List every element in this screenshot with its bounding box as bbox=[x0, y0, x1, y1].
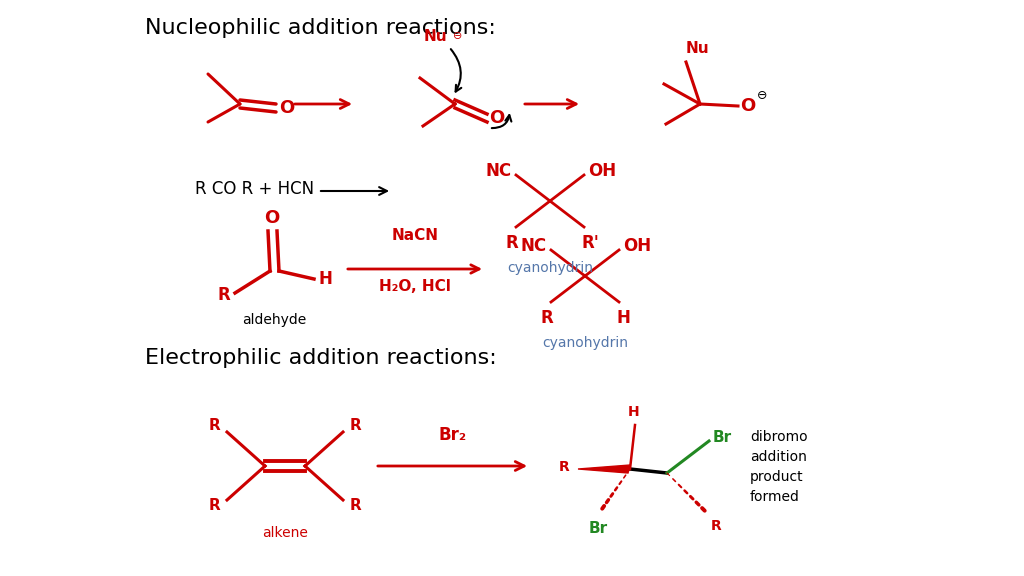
Text: Nu: Nu bbox=[423, 29, 447, 44]
Text: cyanohydrin: cyanohydrin bbox=[507, 261, 593, 275]
Text: R: R bbox=[711, 519, 722, 533]
Text: H: H bbox=[628, 405, 640, 419]
Text: R: R bbox=[350, 498, 361, 513]
Text: R: R bbox=[217, 286, 230, 304]
Text: cyanohydrin: cyanohydrin bbox=[542, 336, 628, 350]
Text: R': R' bbox=[581, 234, 599, 252]
Text: R: R bbox=[208, 498, 220, 513]
Text: Br: Br bbox=[589, 521, 607, 536]
Text: O: O bbox=[279, 99, 294, 117]
Polygon shape bbox=[578, 465, 630, 473]
Text: product: product bbox=[750, 470, 804, 484]
Text: NaCN: NaCN bbox=[391, 228, 438, 243]
Text: Nucleophilic addition reactions:: Nucleophilic addition reactions: bbox=[145, 18, 496, 38]
Text: R: R bbox=[559, 460, 570, 474]
Text: OH: OH bbox=[623, 237, 651, 255]
Text: NC: NC bbox=[485, 162, 512, 180]
Text: R: R bbox=[208, 419, 220, 434]
Text: Electrophilic addition reactions:: Electrophilic addition reactions: bbox=[145, 348, 497, 368]
Text: O: O bbox=[489, 109, 504, 127]
Text: H: H bbox=[616, 309, 630, 327]
Text: O: O bbox=[740, 97, 756, 115]
Text: ⊖: ⊖ bbox=[757, 89, 768, 101]
Text: ⊖: ⊖ bbox=[453, 31, 463, 41]
Text: R: R bbox=[541, 309, 553, 327]
Text: dibromo: dibromo bbox=[750, 430, 808, 444]
Text: OH: OH bbox=[588, 162, 616, 180]
Text: O: O bbox=[264, 209, 280, 227]
FancyArrowPatch shape bbox=[451, 49, 461, 92]
Text: addition: addition bbox=[750, 450, 807, 464]
Text: aldehyde: aldehyde bbox=[242, 313, 306, 327]
Text: Br: Br bbox=[713, 430, 732, 445]
Text: Br₂: Br₂ bbox=[438, 426, 467, 444]
Text: NC: NC bbox=[521, 237, 547, 255]
Text: formed: formed bbox=[750, 490, 800, 504]
Text: R CO R + HCN: R CO R + HCN bbox=[196, 180, 314, 198]
Text: alkene: alkene bbox=[262, 526, 308, 540]
Text: H₂O, HCl: H₂O, HCl bbox=[379, 279, 451, 294]
Text: R: R bbox=[506, 234, 518, 252]
Text: Nu: Nu bbox=[686, 41, 710, 56]
FancyArrowPatch shape bbox=[492, 115, 511, 128]
Text: H: H bbox=[318, 270, 332, 288]
Text: R: R bbox=[350, 419, 361, 434]
